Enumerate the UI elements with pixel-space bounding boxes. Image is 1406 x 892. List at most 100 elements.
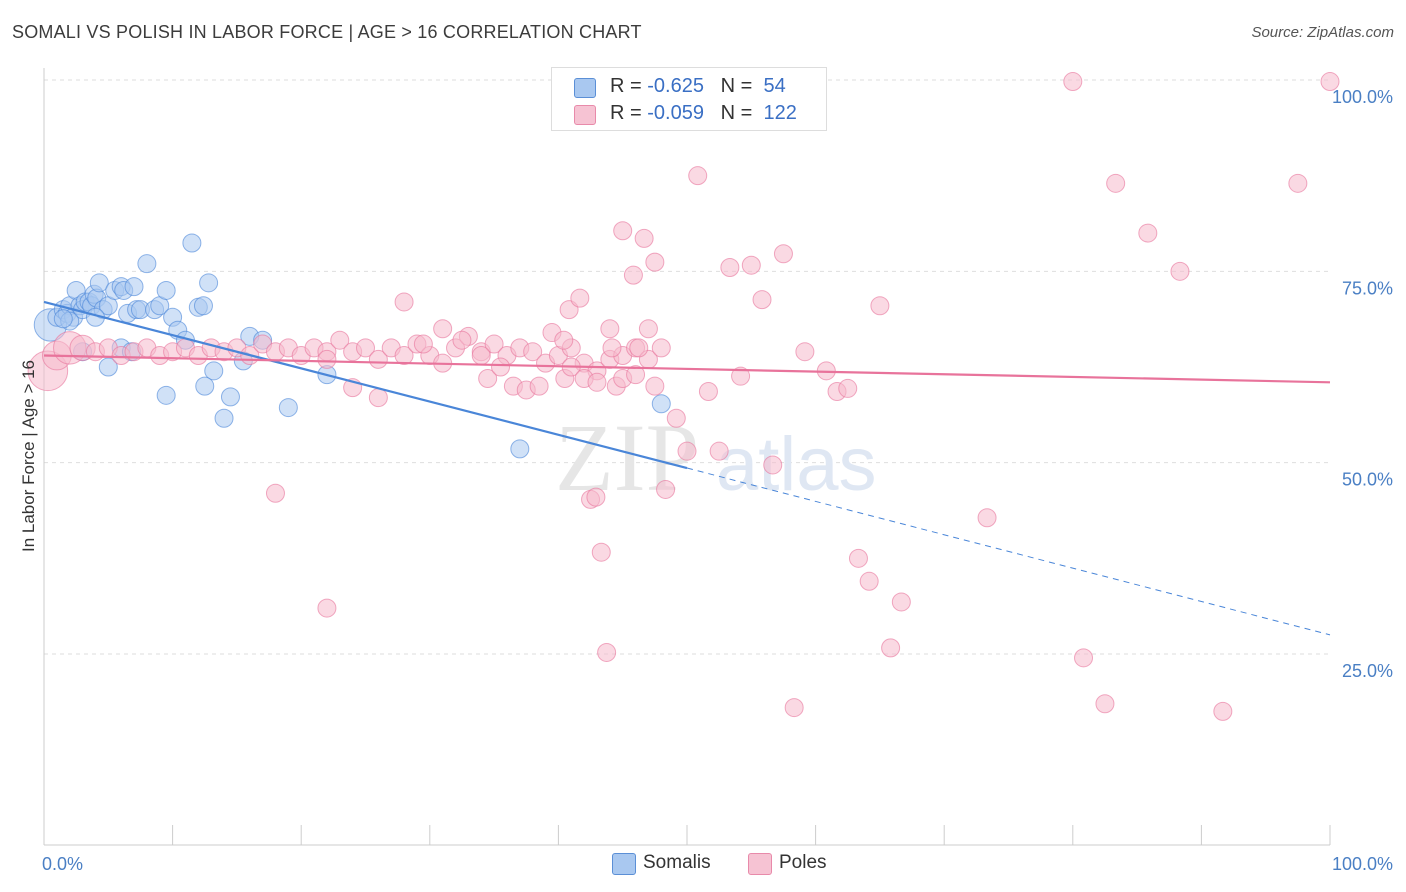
- r-label: R =: [610, 75, 642, 97]
- trend-somalis: [43, 300, 688, 470]
- point-poles: [602, 338, 622, 358]
- point-poles: [368, 349, 388, 369]
- x-tick-label: 100.0%: [1332, 854, 1393, 874]
- point-poles: [634, 228, 654, 248]
- point-somalis: [53, 309, 73, 329]
- point-poles: [394, 346, 414, 366]
- point-poles: [1213, 701, 1233, 721]
- point-poles: [626, 365, 646, 385]
- point-poles: [570, 288, 590, 308]
- point-somalis: [89, 273, 109, 293]
- point-poles: [1320, 72, 1340, 92]
- watermark: ZIP atlas: [555, 404, 877, 511]
- point-poles: [656, 479, 676, 499]
- point-poles: [433, 319, 453, 339]
- point-poles: [645, 252, 665, 272]
- point-somalis: [124, 277, 144, 297]
- point-poles: [452, 330, 472, 350]
- point-somalis: [220, 387, 240, 407]
- point-poles: [731, 366, 751, 386]
- point-poles: [773, 244, 793, 264]
- legend-swatch-poles: [574, 105, 596, 125]
- point-somalis: [278, 398, 298, 418]
- point-poles: [554, 330, 574, 350]
- point-poles: [709, 441, 729, 461]
- point-somalis: [510, 439, 530, 459]
- y-tick-label: 75.0%: [1342, 278, 1393, 298]
- point-poles: [597, 642, 617, 662]
- watermark-atlas: atlas: [716, 422, 877, 507]
- point-poles: [523, 342, 543, 362]
- point-somalis: [651, 394, 671, 414]
- point-poles: [720, 258, 740, 278]
- legend-text-somalis: R = -0.625 N = 54: [610, 75, 786, 98]
- legend-swatch-somalis: [574, 78, 596, 98]
- point-poles: [317, 598, 337, 618]
- point-poles: [265, 483, 285, 503]
- point-poles: [666, 408, 686, 428]
- y-tick-label: 100.0%: [1332, 87, 1393, 107]
- point-poles: [763, 455, 783, 475]
- point-poles: [478, 368, 498, 388]
- point-poles: [1170, 261, 1190, 281]
- axes: [43, 68, 1331, 846]
- point-somalis: [199, 273, 219, 293]
- point-poles: [629, 338, 649, 358]
- chart-title: SOMALI VS POLISH IN LABOR FORCE | AGE > …: [12, 22, 642, 42]
- x-tick-label: 0.0%: [42, 854, 83, 874]
- point-poles: [591, 542, 611, 562]
- point-somalis: [193, 296, 213, 316]
- point-poles: [600, 319, 620, 339]
- n-label: N =: [720, 75, 753, 97]
- swatch-poles: [748, 853, 772, 875]
- trend-lines: [43, 300, 1331, 636]
- point-somalis: [156, 280, 176, 300]
- point-poles: [870, 296, 890, 316]
- stats-legend: R = -0.625 N = 54 R = -0.059 N = 122: [551, 67, 827, 131]
- r-value-somalis: -0.625: [647, 75, 704, 97]
- point-poles: [848, 548, 868, 568]
- point-poles: [688, 166, 708, 186]
- point-poles: [1106, 173, 1126, 193]
- point-poles: [471, 346, 491, 366]
- data-points: [27, 72, 1340, 721]
- point-poles: [1063, 72, 1083, 92]
- legend-label-poles: Poles: [779, 852, 827, 873]
- trend-poles: [43, 354, 1331, 384]
- n-value-poles: 122: [763, 102, 797, 124]
- n-value-somalis: 54: [763, 75, 786, 97]
- point-poles: [784, 698, 804, 718]
- point-poles: [368, 388, 388, 408]
- point-poles: [891, 592, 911, 612]
- point-somalis: [204, 361, 224, 381]
- point-poles: [677, 441, 697, 461]
- point-poles: [587, 372, 607, 392]
- point-poles: [613, 221, 633, 241]
- r-label: R =: [610, 102, 642, 124]
- y-axis-label: In Labor Force | Age > 16: [19, 360, 38, 552]
- point-poles: [484, 334, 504, 354]
- point-poles: [330, 330, 350, 350]
- point-poles: [1138, 223, 1158, 243]
- point-poles: [317, 349, 337, 369]
- swatch-somalis: [612, 853, 636, 875]
- point-somalis: [156, 385, 176, 405]
- point-somalis: [98, 357, 118, 377]
- point-somalis: [195, 376, 215, 396]
- point-poles: [881, 638, 901, 658]
- n-label: N =: [720, 102, 753, 124]
- point-poles: [529, 376, 549, 396]
- point-poles: [838, 378, 858, 398]
- point-somalis: [182, 233, 202, 253]
- point-poles: [1074, 648, 1094, 668]
- point-poles: [859, 571, 879, 591]
- point-poles: [977, 508, 997, 528]
- point-poles: [1288, 173, 1308, 193]
- point-poles: [586, 487, 606, 507]
- point-poles: [491, 357, 511, 377]
- point-poles: [698, 381, 718, 401]
- point-somalis: [214, 408, 234, 428]
- point-poles: [638, 319, 658, 339]
- point-poles: [645, 376, 665, 396]
